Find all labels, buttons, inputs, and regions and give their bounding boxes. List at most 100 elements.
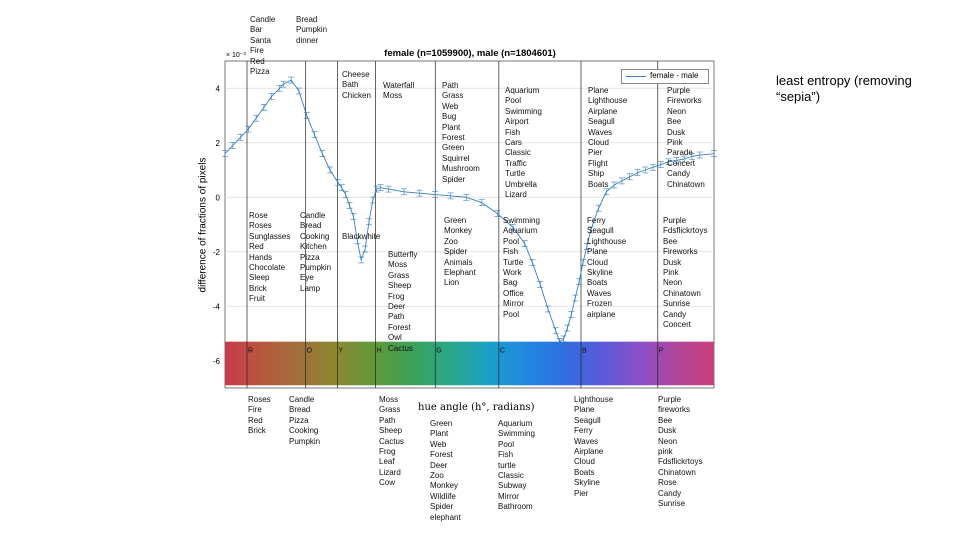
word-item: Pink	[667, 138, 683, 148]
word-item: Seagull	[588, 117, 615, 127]
word-list-top-p: Purple Fireworks Neon Bee Dusk Pink Parade Conc…	[667, 86, 705, 190]
word-item: Animals	[444, 257, 473, 267]
hue-segment-label: O	[307, 348, 313, 355]
word-item: Fish	[498, 450, 514, 460]
y-axis-label: difference of fractions of pixels	[197, 157, 209, 293]
word-item: Pier	[588, 148, 603, 158]
word-item: Frog	[388, 291, 405, 301]
word-item: Cars	[505, 138, 522, 148]
word-item: Purple	[658, 395, 682, 404]
word-item: dinner	[296, 35, 319, 45]
word-list-bottom-g: Green Plant Web Forest Deer Zoo Monkey Wildlife…	[430, 419, 461, 523]
word-item: Dusk	[667, 127, 686, 137]
word-item: Red	[249, 242, 264, 252]
word-item: Dusk	[663, 257, 682, 267]
word-item: Turtle	[505, 169, 526, 179]
word-item: Sunglasses	[249, 231, 291, 241]
word-item: Wildlife	[430, 491, 456, 501]
word-item: Green	[430, 419, 453, 428]
word-item: Candy	[667, 169, 691, 179]
word-item: Airport	[505, 117, 529, 127]
y-exponent-label: × 10⁻³	[226, 52, 246, 59]
word-item: Bread	[296, 15, 318, 24]
word-item: Frog	[379, 447, 396, 457]
word-item: Sleep	[249, 273, 270, 283]
word-item: Plant	[442, 122, 461, 132]
word-item: Classic	[505, 148, 531, 158]
word-item: Kitchen	[300, 242, 327, 252]
word-item: Candle	[289, 395, 315, 404]
word-item: Ship	[588, 169, 605, 179]
word-item: Cheese	[342, 70, 370, 79]
word-item: Umbrella	[505, 179, 538, 189]
word-item: Bag	[503, 278, 518, 288]
word-item: Cooking	[300, 231, 330, 241]
word-item: Forest	[442, 133, 465, 143]
chart-title: female (n=1059900), male (n=1804601)	[384, 48, 556, 59]
word-item: Bee	[667, 117, 682, 127]
word-item: Bee	[663, 236, 678, 246]
word-item: pink	[658, 447, 673, 457]
word-item: Aquarium	[505, 86, 540, 95]
word-item: Roses	[249, 221, 272, 231]
word-item: Pool	[505, 96, 522, 106]
word-item: Pink	[663, 268, 679, 278]
word-item: Path	[388, 312, 405, 322]
word-item: Leaf	[379, 457, 395, 467]
word-item: airplane	[587, 309, 616, 319]
word-item: Waves	[588, 127, 613, 137]
word-list-mid-o: Candle Bread Cooking Kitchen Pizza Pumpkin Eye…	[300, 211, 331, 294]
word-item: Deer	[430, 460, 448, 470]
word-item: Candle	[300, 211, 326, 220]
word-item: Squirrel	[442, 153, 470, 163]
word-item: Skyline	[587, 268, 613, 278]
word-item: Bug	[442, 112, 457, 122]
word-item: Lion	[444, 278, 460, 288]
word-item: Red	[248, 415, 263, 425]
word-list-top-b: Plane Lighthouse Airplane Seagull Waves Cloud…	[588, 86, 627, 190]
word-item: Lighthouse	[588, 96, 628, 106]
word-item: turtle	[498, 460, 516, 470]
legend-swatch	[626, 76, 646, 77]
word-item: Brick	[249, 283, 267, 293]
word-item: Bath	[342, 80, 359, 90]
word-list-mid-p: Purple Fdsflickrtoys Bee Fireworks Dusk Pink N…	[663, 216, 707, 330]
word-list-bottom-r: Roses Fire Red Brick	[248, 395, 271, 437]
word-item: Cloud	[587, 257, 608, 267]
word-item: Path	[379, 415, 396, 425]
word-item: Pizza	[289, 415, 309, 425]
word-item: Fireworks	[667, 96, 702, 106]
hue-segment-label: Y	[338, 348, 343, 355]
word-item: Lighthouse	[574, 395, 614, 404]
word-item: Neon	[667, 106, 687, 116]
word-item: Pool	[503, 236, 520, 246]
word-item: Spider	[442, 174, 466, 184]
word-item: Cloud	[574, 457, 595, 467]
y-tick-label: 2	[216, 139, 221, 148]
word-item: Plant	[430, 429, 449, 439]
word-item: fireworks	[658, 405, 691, 415]
word-list-top-y: Cheese Bath Chicken	[342, 70, 371, 101]
word-list-top-r: Candle Bar Santa Fire Red Pizza	[250, 15, 275, 77]
word-item: Boats	[574, 467, 595, 477]
word-item: Swimming	[498, 429, 535, 439]
word-item: Chinatown	[667, 179, 705, 189]
x-axis-label: hue angle (h°, radians)	[418, 402, 535, 413]
word-item: Hands	[249, 252, 273, 262]
word-item: Parade	[667, 148, 693, 158]
y-tick-label: 0	[216, 193, 221, 202]
word-item: Chocolate	[249, 263, 286, 273]
word-item: Turtle	[503, 257, 524, 267]
word-item: Boats	[587, 278, 608, 288]
word-item: Fruit	[249, 294, 265, 304]
word-item: Purple	[667, 86, 691, 95]
word-item: Fdsflickrtoys	[658, 457, 703, 467]
word-item: Fireworks	[663, 247, 698, 257]
word-item: Santa	[250, 35, 271, 45]
hue-segment-label: P	[659, 348, 664, 355]
word-item: Path	[442, 81, 459, 90]
word-item: Dusk	[658, 426, 677, 436]
word-item: Candy	[658, 488, 682, 498]
